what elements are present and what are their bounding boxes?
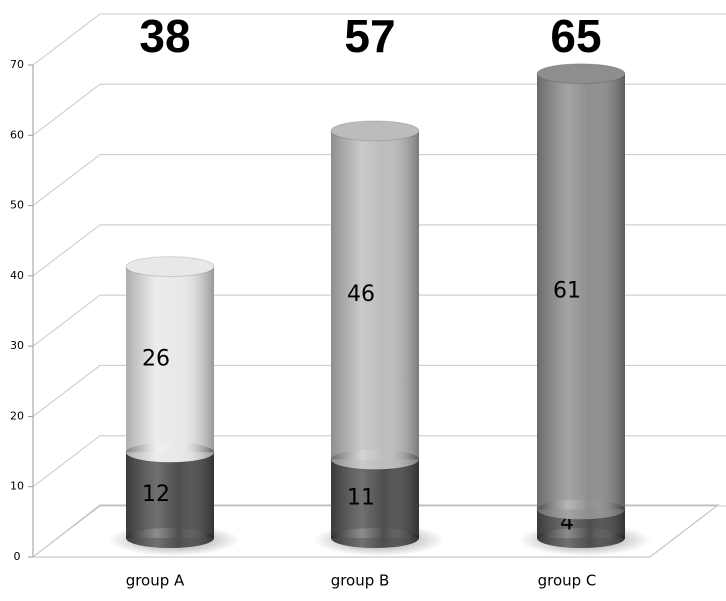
x-tick-label: group A [126,572,185,590]
y-tick-label: 0 [14,550,21,563]
bar-shading [126,452,214,538]
bar-shading [126,266,214,453]
value-label: 61 [553,279,581,304]
grid-line [32,435,726,488]
x-tick-label: group C [538,572,597,590]
grid-line [32,294,726,347]
bar-shading [331,130,419,460]
total-label: 65 [550,10,601,62]
grid-line [32,505,726,558]
value-label: 26 [142,346,170,371]
total-label: 57 [344,10,395,62]
y-tick-label: 10 [10,480,24,493]
y-tick-label: 40 [10,269,24,282]
y-tick-label: 70 [10,58,24,71]
segment-top [330,120,420,142]
bar-shading [331,459,419,538]
grid-line [32,13,726,66]
grid-line [32,83,726,136]
total-label: 38 [139,10,190,62]
y-tick-label: 20 [10,409,24,422]
segment-top [125,256,215,278]
grid-line [32,224,726,277]
y-tick-label: 30 [10,339,24,352]
bar-shading [537,73,625,510]
grid-line [32,364,726,417]
value-label: 12 [142,482,170,507]
segment-top [536,63,626,85]
y-tick-label: 60 [10,128,24,141]
x-tick-label: group B [331,572,390,590]
value-label: 11 [347,486,375,511]
y-tick-label: 50 [10,199,24,212]
value-label: 46 [347,282,375,307]
grid-line [32,154,726,206]
